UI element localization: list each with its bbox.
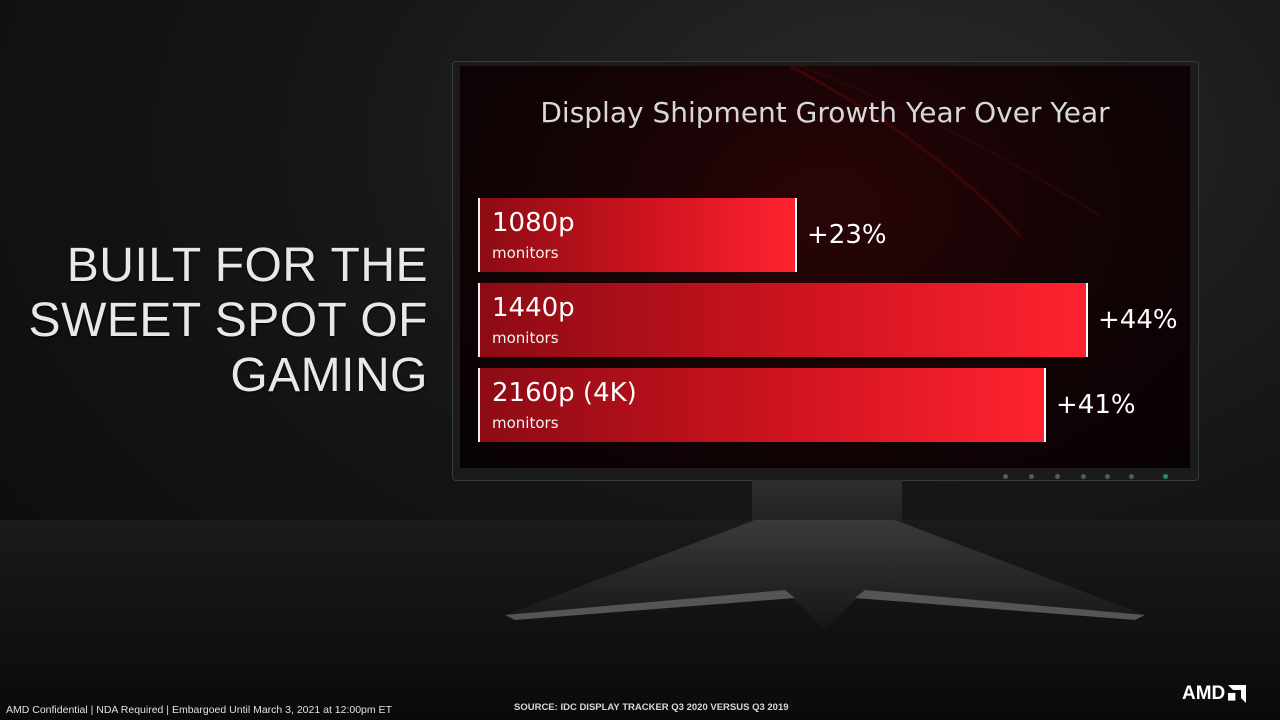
bar-0: 1080p monitors: [478, 198, 797, 272]
amd-arrow-icon: [1228, 685, 1247, 703]
bar-category-label: 2160p (4K): [492, 378, 637, 408]
slide-headline: BUILT FOR THE SWEET SPOT OF GAMING: [20, 238, 428, 403]
screen-glow-decoration: [789, 66, 1101, 237]
floor-background: [0, 520, 1280, 720]
bar-category-subtitle: monitors: [492, 244, 559, 262]
headline-line-2: SWEET SPOT OF: [28, 294, 428, 347]
amd-logo-text: AMD: [1182, 683, 1226, 704]
bar-1: 1440p monitors: [478, 283, 1088, 357]
monitor-buttons: [1003, 474, 1173, 480]
bar-category-label: 1080p: [492, 208, 575, 238]
bar-category-subtitle: monitors: [492, 414, 559, 432]
monitor-screen: Display Shipment Growth Year Over Year 1…: [460, 66, 1190, 468]
bar-category-label: 1440p: [492, 293, 575, 323]
bar-value-label: +23%: [807, 220, 887, 250]
bar-value-label: +44%: [1098, 305, 1178, 335]
amd-logo: AMD: [1182, 683, 1247, 705]
chart-title: Display Shipment Growth Year Over Year: [540, 96, 1110, 129]
headline-line-1: BUILT FOR THE: [66, 239, 428, 292]
source-note: SOURCE: IDC DISPLAY TRACKER Q3 2020 VERS…: [514, 702, 789, 713]
bar-edge: [478, 198, 480, 272]
monitor-stand-base: [505, 520, 1145, 630]
bar-category-subtitle: monitors: [492, 329, 559, 347]
confidentiality-notice: AMD Confidential | NDA Required | Embarg…: [6, 704, 392, 716]
bar-2: 2160p (4K) monitors: [478, 368, 1046, 442]
headline-line-3: GAMING: [230, 349, 428, 402]
bar-edge: [478, 368, 480, 442]
bar-value-label: +41%: [1056, 390, 1136, 420]
bar-edge: [478, 283, 480, 357]
